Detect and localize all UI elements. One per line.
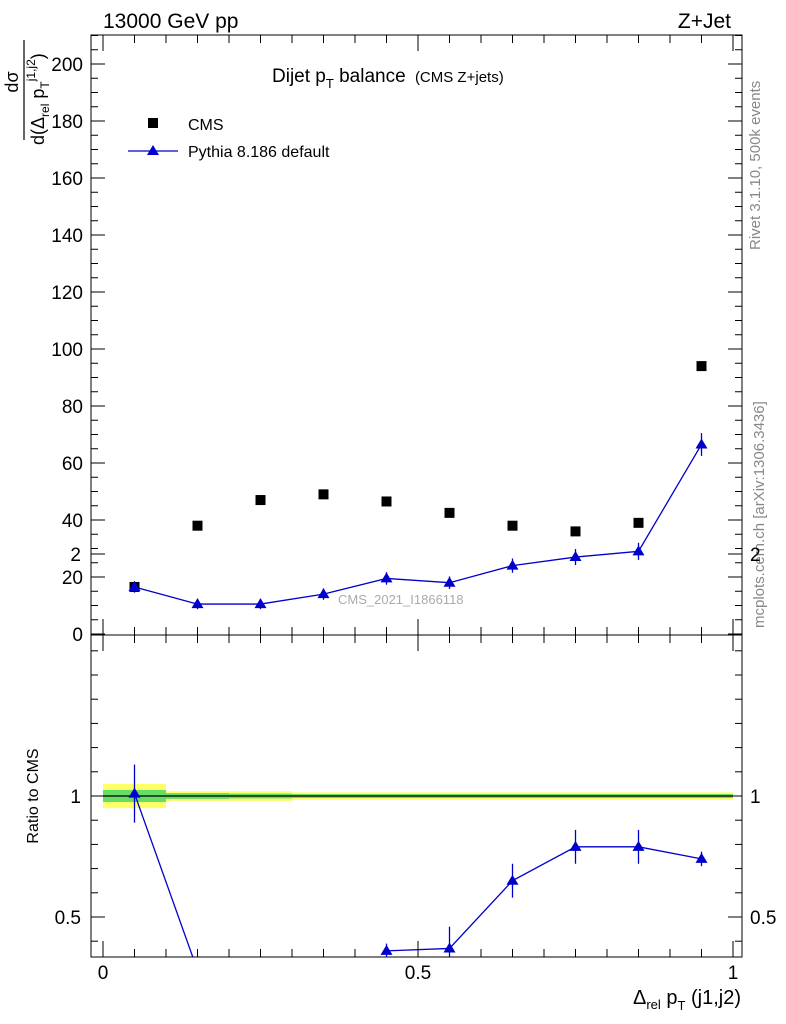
y-label-top: dσ <box>2 71 22 92</box>
pythia-point <box>128 580 141 591</box>
ratio-uncertainty-band <box>103 783 733 809</box>
main-y-tick-label: 20 <box>62 568 83 589</box>
pythia-point <box>317 588 330 599</box>
ratio-y-tick-label-right: 1 <box>750 787 761 808</box>
cms-point <box>633 517 644 528</box>
main-x-ticks <box>102 35 734 635</box>
pythia-point <box>569 551 582 562</box>
main-data-layer <box>128 361 708 610</box>
legend: CMS Pythia 8.186 default <box>128 117 330 161</box>
pythia-point <box>191 598 204 609</box>
cms-point <box>192 520 203 531</box>
mcplots-label: mcplots.cern.ch [arXiv:1306.3436] <box>751 401 768 628</box>
legend-cms-label: CMS <box>188 117 224 134</box>
ratio-data-layer <box>128 764 708 957</box>
ratio-y-tick-label: 2 <box>70 545 81 566</box>
ratio-x-ticks: 0 0.5 1 <box>98 635 739 984</box>
ratio-clipped-layer <box>128 764 708 957</box>
pythia-line <box>134 444 703 605</box>
main-y-tick-label: 140 <box>51 226 83 247</box>
ratio-y-ticks: 0.5 0.5 1 1 2 2 <box>55 545 776 942</box>
cms-point <box>507 520 518 531</box>
cms-point <box>255 495 266 506</box>
legend-pythia-marker <box>147 145 159 155</box>
pythia-point <box>695 438 708 449</box>
pythia-point <box>632 545 645 556</box>
ratio-line-segment <box>133 793 194 957</box>
x-tick-label: 0.5 <box>405 963 431 984</box>
main-y-tick-label: 40 <box>62 511 83 532</box>
main-y-tick-label: 120 <box>51 283 83 304</box>
pythia-point <box>443 576 456 587</box>
pythia-point <box>506 559 519 570</box>
header-left: 13000 GeV pp <box>103 10 238 33</box>
cms-point <box>444 507 455 518</box>
ratio-point <box>128 787 141 798</box>
legend-cms-marker <box>148 118 158 128</box>
ratio-point <box>380 944 393 955</box>
x-axis-label: Δrel pT (j1,j2) <box>633 987 741 1013</box>
ratio-y-tick-label: 1 <box>70 787 81 808</box>
main-y-tick-label: 60 <box>62 454 83 475</box>
pythia-point <box>380 572 393 583</box>
rivet-label: Rivet 3.1.10, 500k events <box>747 81 764 250</box>
y-label-bottom: d(Δrel pTj1,j2) <box>24 53 52 145</box>
ratio-y-tick-label-right: 2 <box>750 545 761 566</box>
main-y-tick-label: 160 <box>51 169 83 190</box>
x-tick-label: 0 <box>98 963 109 984</box>
cms-point <box>381 496 392 507</box>
header-right: Z+Jet <box>678 10 731 33</box>
main-y-tick-label: 80 <box>62 397 83 418</box>
cms-point <box>318 489 329 500</box>
main-y-tick-label: 200 <box>51 55 83 76</box>
ratio-y-tick-label: 0.5 <box>55 908 81 929</box>
ratio-line-segment <box>386 846 702 952</box>
ratio-panel: 0.5 0.51 12 2 0 0.5 1 Ratio to CMS Δrel pT (j… <box>25 545 776 1013</box>
cms-point <box>696 361 707 372</box>
ratio-point <box>443 942 456 953</box>
main-y-tick-label: 0 <box>72 625 83 646</box>
main-y-tick-label: 180 <box>51 112 83 133</box>
main-panel: 0 20 40 60 80 100 120 140 160 180 200 Dijet pT bal… <box>2 34 743 646</box>
legend-pythia-label: Pythia 8.186 default <box>188 144 330 161</box>
ratio-point <box>569 840 582 851</box>
ratio-point <box>506 874 519 885</box>
cms-point <box>570 526 581 537</box>
main-y-tick-label: 100 <box>51 340 83 361</box>
ratio-point <box>632 840 645 851</box>
ratio-point <box>695 852 708 863</box>
ratio-y-tick-label-right: 0.5 <box>750 908 776 929</box>
ratio-y-label: Ratio to CMS <box>25 748 42 843</box>
main-y-ticks: 0 20 40 60 80 100 120 140 160 180 200 <box>51 35 742 646</box>
main-y-label: dσ d(Δrel pTj1,j2) <box>2 40 52 145</box>
x-tick-label: 1 <box>728 963 739 984</box>
plot-title: Dijet pT balance (CMS Z+jets) <box>272 66 504 91</box>
pythia-point <box>254 598 267 609</box>
watermark: CMS_2021_I1866118 <box>338 592 464 607</box>
